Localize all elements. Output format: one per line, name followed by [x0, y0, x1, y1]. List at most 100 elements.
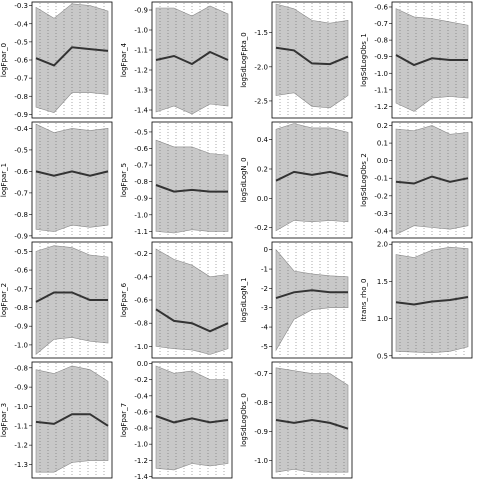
y-tick-label: -2.0: [254, 63, 268, 71]
y-tick-label: -0.4: [134, 273, 148, 281]
y-tick-label: -0.4: [374, 227, 388, 235]
mean-line: [275, 46, 349, 66]
y-tick-label: -1.1: [14, 422, 28, 430]
panel-logsdlogfpta-0: -1.5 -2.0 -2.5 logSdLogFpta_0: [240, 1, 353, 119]
y-tick-label: -0.5: [14, 146, 28, 154]
y-tick-label: -0.8: [14, 211, 28, 219]
y-tick-label: 0.0: [137, 360, 148, 368]
y-tick-label: -0.7: [374, 20, 388, 28]
y-tick-label: -0.3: [374, 210, 388, 218]
mean-line: [155, 308, 229, 333]
y-tick-label: -0.6: [14, 57, 28, 65]
y-axis-label: logFpar_1: [0, 163, 8, 197]
y-axis-label: logSdLogObs_2: [360, 153, 368, 207]
confidence-band: [35, 365, 109, 473]
y-tick-label: -0.8: [254, 399, 268, 407]
y-tick-label: 1.5: [377, 278, 388, 286]
panel-logfpar-5: -0.5 -0.6 -0.7 -0.8 -0.9 -1.0 -1.1 logFpar_5: [120, 121, 233, 239]
y-tick-label: -0.6: [134, 297, 148, 305]
panel-logfpar-1: -0.4 -0.5 -0.6 -0.7 -0.8 -0.9 logFpar_1: [0, 121, 113, 240]
y-axis-label: logFpar_2: [0, 283, 8, 317]
y-tick-label: -0.2: [374, 192, 388, 200]
y-tick-label: -0.8: [14, 364, 28, 372]
y-tick-label: 1.0: [377, 315, 388, 323]
y-tick-label: -3: [261, 304, 268, 312]
y-axis-label: logFpar_7: [120, 403, 128, 437]
y-tick-label: -1.1: [374, 86, 388, 94]
y-tick-label: 0.2: [377, 122, 388, 130]
y-tick-label: -0.9: [374, 53, 388, 61]
y-tick-label: 0.2: [257, 165, 268, 173]
y-tick-label: -1.0: [14, 403, 28, 411]
panel-logfpar-7: 0.0 -0.2 -0.4 -0.6 -0.8 -1.0 -1.2 -1.4 logFpar_7: [120, 360, 233, 480]
y-tick-label: -0.8: [134, 425, 148, 433]
y-tick-label: -2.5: [254, 97, 268, 105]
y-tick-label: -0.2: [254, 224, 268, 232]
panel-logsdlogn-0: 0.4 0.2 0.0 -0.2 logSdLogN_0: [240, 121, 353, 239]
y-tick-label: -0.9: [134, 7, 148, 15]
panel-logsdlogobs-1: -0.6 -0.7 -0.8 -0.9 -1.0 -1.1 -1.2 logSdLogObs_…: [360, 1, 473, 119]
y-tick-label: -0.8: [14, 304, 28, 312]
y-axis-label: logFpar_3: [0, 403, 8, 437]
y-tick-label: -1.4: [134, 473, 148, 480]
panel-logfpar-3: -0.8 -0.9 -1.0 -1.1 -1.2 -1.3 logFpar_3: [0, 361, 113, 479]
y-tick-label: -0.9: [14, 111, 28, 119]
mean-line: [395, 54, 468, 67]
y-axis-label: logSdLogFpta_0: [240, 32, 248, 88]
y-tick-label: -1.0: [374, 70, 388, 78]
y-tick-label: 0.0: [377, 157, 388, 165]
mean-line: [275, 289, 348, 300]
y-tick-label: -1.2: [134, 67, 148, 75]
y-tick-label: -0.5: [134, 128, 148, 136]
mean-line: [35, 46, 109, 67]
y-tick-label: -1.0: [254, 457, 268, 465]
y-tick-label: -0.6: [14, 168, 28, 176]
panel-logfpar-4: -0.9 -1.0 -1.1 -1.2 -1.3 -1.4 logFpar_4: [120, 1, 233, 119]
y-tick-label: -0.8: [374, 37, 388, 45]
y-tick-label: -0.4: [14, 125, 28, 133]
panel-logsdlogobs-2: 0.2 0.1 0.0 -0.1 -0.2 -0.3 -0.4 logSdLogObs_2: [360, 121, 473, 239]
mean-line: [35, 413, 109, 427]
mean-line: [35, 291, 108, 303]
y-axis-label: itrans_rho_0: [360, 279, 368, 322]
y-axis-label: logSdLogObs_1: [360, 33, 368, 87]
y-tick-label: -0.6: [14, 267, 28, 275]
y-tick-label: -1.0: [134, 27, 148, 35]
y-tick-label: -2: [261, 285, 268, 293]
y-tick-label: -0.6: [134, 145, 148, 153]
y-tick-label: -1.0: [134, 441, 148, 449]
y-tick-label: -0.7: [14, 75, 28, 83]
y-axis-label: logFpar_5: [120, 163, 128, 197]
mean-line: [155, 415, 229, 424]
y-tick-label: -1: [261, 266, 268, 274]
mean-line: [395, 175, 469, 185]
y-tick-label: -0.6: [374, 3, 388, 11]
y-axis-label: logSdLogObs_0: [240, 393, 248, 447]
y-tick-label: -1.0: [134, 211, 148, 219]
y-tick-label: -0.7: [14, 285, 28, 293]
y-tick-label: -0.5: [14, 248, 28, 256]
mean-line: [155, 50, 229, 66]
panel-logsdlogobs-0: -0.7 -0.8 -0.9 -1.0 logSdLogObs_0: [240, 361, 353, 479]
y-tick-label: -0.6: [134, 408, 148, 416]
panel-logfpar-0: -0.3 -0.4 -0.5 -0.6 -0.7 -0.8 -0.9 logFpar_0: [0, 1, 113, 119]
y-tick-label: -0.8: [14, 93, 28, 101]
panel-logfpar-6: -0.2 -0.4 -0.6 -0.8 -1.0 logFpar_6: [120, 241, 233, 359]
y-tick-label: -5: [261, 343, 268, 351]
y-tick-label: -0.8: [134, 178, 148, 186]
y-tick-label: -0.9: [254, 428, 268, 436]
mean-line: [275, 418, 349, 430]
y-tick-label: -4: [261, 324, 269, 332]
confidence-band: [155, 248, 229, 355]
y-tick-label: -0.7: [14, 189, 28, 197]
y-tick-label: -0.7: [134, 162, 148, 170]
y-tick-label: -0.8: [134, 320, 148, 328]
y-tick-label: 0: [264, 246, 268, 254]
y-tick-label: -0.3: [14, 2, 28, 10]
y-tick-label: -0.4: [14, 20, 28, 28]
y-tick-label: -0.5: [14, 38, 28, 46]
y-axis-label: logSdLogN_1: [240, 277, 248, 322]
y-tick-label: -0.9: [14, 323, 28, 331]
y-tick-label: -1.3: [14, 461, 28, 469]
